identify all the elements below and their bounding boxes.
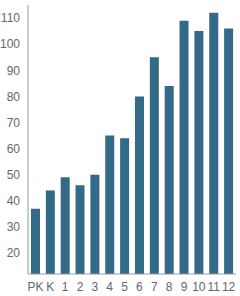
svg-text:9: 9 [181, 280, 188, 294]
svg-text:100: 100 [8, 37, 20, 51]
svg-text:8: 8 [166, 280, 173, 294]
svg-text:70: 70 [8, 116, 20, 130]
svg-text:110: 110 [8, 11, 20, 25]
svg-text:20: 20 [8, 246, 20, 260]
svg-text:PK: PK [27, 280, 43, 294]
svg-text:30: 30 [8, 220, 20, 234]
svg-text:2: 2 [77, 280, 84, 294]
svg-text:60: 60 [8, 142, 20, 156]
svg-text:3: 3 [92, 280, 99, 294]
svg-text:4: 4 [106, 280, 113, 294]
svg-text:90: 90 [8, 64, 20, 78]
svg-text:50: 50 [8, 168, 20, 182]
svg-text:K: K [46, 280, 54, 294]
svg-text:40: 40 [8, 194, 20, 208]
svg-text:80: 80 [8, 90, 20, 104]
svg-text:12: 12 [222, 280, 232, 294]
svg-text:7: 7 [151, 280, 158, 294]
svg-text:5: 5 [121, 280, 128, 294]
svg-text:10: 10 [192, 280, 206, 294]
svg-text:11: 11 [207, 280, 220, 294]
svg-text:6: 6 [136, 280, 143, 294]
svg-text:1: 1 [62, 280, 69, 294]
